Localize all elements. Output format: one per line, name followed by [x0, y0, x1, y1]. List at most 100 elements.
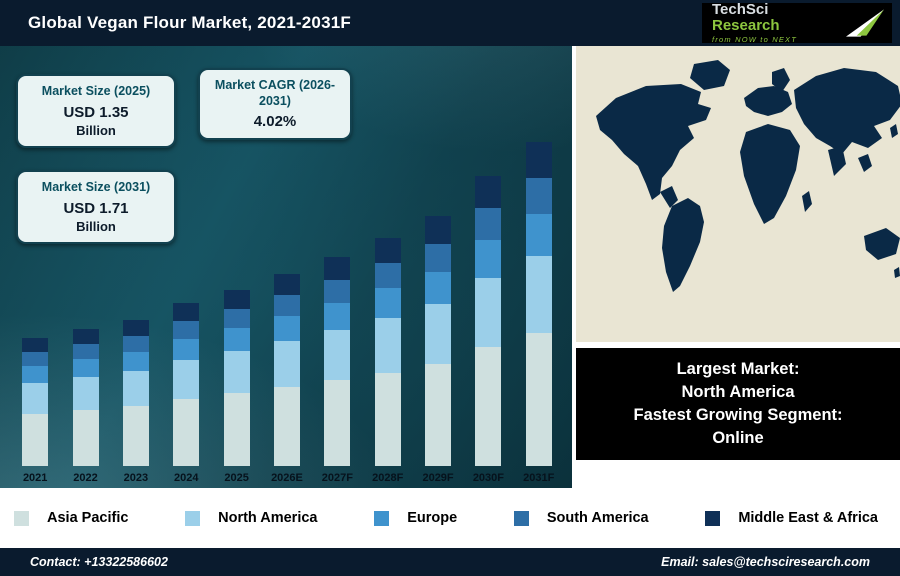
bar-segment-europe [425, 271, 452, 305]
bar-segment-europe [475, 239, 502, 278]
bar-stack [72, 329, 99, 466]
x-axis-label: 2028F [372, 472, 404, 484]
bar-segment-south-america [122, 336, 149, 352]
x-axis-label: 2029F [422, 472, 454, 484]
bar-segment-south-america [173, 321, 200, 339]
largest-market-caption: Largest Market: North America Fastest Gr… [576, 348, 900, 460]
bar-segment-north-america [475, 277, 502, 348]
bar-segment-south-america [425, 243, 452, 272]
bar-stack [223, 289, 250, 466]
x-axis-label: 2024 [174, 472, 199, 484]
logo-tagline: from NOW to NEXT [712, 34, 798, 44]
legend-item-north-america: North America [185, 510, 318, 526]
bar-segment-europe [324, 303, 351, 330]
bar-segment-south-america [273, 295, 300, 316]
bar-segment-europe [72, 359, 99, 377]
legend: Asia Pacific North America Europe South Ame… [0, 488, 900, 548]
bar-column-2024: 2024 [161, 303, 211, 484]
bar-column-2027f: 2027F [312, 256, 362, 484]
bar-segment-middle-east-africa [475, 175, 502, 208]
techsci-logo: TechSci Research from NOW to NEXT [702, 1, 892, 44]
right-panel: Largest Market: North America Fastest Gr… [572, 46, 900, 488]
bar-segment-asia-pacific [22, 414, 49, 466]
x-axis-label: 2022 [73, 472, 98, 484]
bar-segment-middle-east-africa [223, 290, 250, 309]
bar-segment-north-america [122, 371, 149, 406]
bar-segment-north-america [223, 351, 250, 393]
legend-item-asia-pacific: Asia Pacific [14, 510, 128, 526]
legend-swatch [513, 510, 529, 526]
bar-segment-middle-east-africa [122, 320, 149, 336]
bar-stack [425, 215, 452, 466]
footer: Contact: +13322586602 Email: sales@techs… [0, 548, 900, 576]
bar-segment-asia-pacific [173, 399, 200, 466]
bar-segment-north-america [324, 330, 351, 380]
info-box-value: 4.02% [253, 113, 297, 131]
bar-stack [525, 141, 552, 466]
logo-brand-primary: TechSci [712, 1, 769, 19]
bar-segment-north-america [374, 318, 401, 373]
bar-segment-europe [22, 366, 49, 383]
bar-segment-middle-east-africa [72, 329, 99, 344]
legend-swatch [14, 510, 29, 526]
legend-swatch [374, 510, 390, 526]
bar-segment-asia-pacific [374, 373, 401, 466]
bar-segment-asia-pacific [72, 410, 99, 466]
logo-brand-secondary: Research [712, 17, 780, 35]
x-axis-label: 2031F [523, 472, 555, 484]
bar-segment-south-america [223, 309, 250, 328]
bar-segment-middle-east-africa [22, 338, 49, 352]
bar-segment-middle-east-africa [273, 274, 300, 295]
bar-segment-north-america [173, 360, 200, 399]
x-axis-label: 2027F [321, 472, 353, 484]
legend-label: South America [546, 510, 649, 526]
bar-stack [173, 303, 200, 466]
legend-item-south-america: South America [513, 510, 649, 526]
logo-arrow-icon [845, 9, 885, 37]
bar-segment-asia-pacific [475, 347, 502, 466]
bar-stack [324, 256, 351, 466]
market-size-2031-box: Market Size (2031) USD 1.71 Billion [16, 170, 176, 244]
bar-column-2030f: 2030F [463, 175, 513, 484]
page-title: Global Vegan Flour Market, 2021-2031F [28, 13, 351, 32]
legend-label: Asia Pacific [47, 510, 129, 526]
bar-segment-europe [374, 288, 401, 318]
bar-segment-north-america [425, 304, 452, 364]
x-axis-label: 2030F [472, 472, 505, 484]
main-content: Market Size (2025) USD 1.35 Billion Mark… [0, 46, 900, 488]
caption-line: Largest Market: [676, 360, 800, 379]
x-axis-label: 2023 [123, 472, 149, 484]
x-axis-label: 2026E [271, 472, 303, 484]
legend-label: Middle East & Africa [738, 510, 878, 526]
bar-segment-asia-pacific [122, 406, 149, 466]
caption-line: Fastest Growing Segment: [633, 406, 843, 424]
legend-label: Europe [407, 510, 458, 526]
info-box-title: Market CAGR (2026-2031) [214, 78, 336, 108]
bar-stack [475, 175, 502, 466]
bar-column-2021: 2021 [10, 338, 60, 484]
legend-label: North America [218, 510, 318, 526]
bar-column-2022: 2022 [60, 329, 110, 484]
bar-stack [22, 338, 49, 466]
bar-segment-asia-pacific [273, 387, 300, 466]
info-box-unit: Billion [76, 218, 116, 234]
bar-stack [374, 238, 401, 466]
bar-segment-south-america [475, 207, 502, 240]
bar-segment-asia-pacific [425, 363, 452, 466]
bar-stack [273, 273, 300, 466]
legend-item-middle-east-africa: Middle East & Africa [705, 510, 878, 526]
bar-column-2029f: 2029F [413, 215, 463, 484]
bar-segment-middle-east-africa [173, 303, 200, 321]
bar-segment-north-america [72, 377, 99, 410]
bar-segment-middle-east-africa [374, 238, 401, 263]
bar-column-2031f: 2031F [514, 141, 564, 484]
bar-column-2023: 2023 [111, 319, 161, 484]
bar-segment-asia-pacific [525, 333, 552, 466]
bar-segment-asia-pacific [324, 380, 351, 466]
bar-segment-north-america [22, 383, 49, 414]
bar-segment-south-america [525, 177, 552, 214]
info-box-unit: Billion [76, 122, 116, 138]
market-size-2025-box: Market Size (2025) USD 1.35 Billion [16, 74, 176, 148]
bar-segment-europe [525, 213, 552, 256]
